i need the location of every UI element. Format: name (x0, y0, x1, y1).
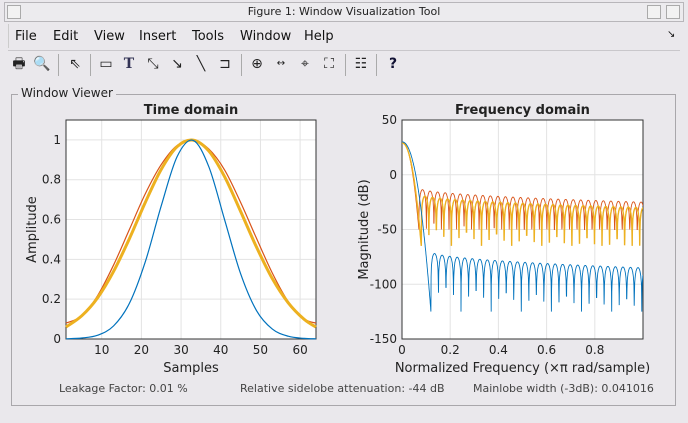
y-tick-label: 50 (382, 113, 397, 127)
y-tick-label: -50 (377, 223, 397, 237)
minimize-button[interactable] (647, 5, 661, 19)
menu-window[interactable]: Window (240, 29, 292, 44)
window-viewer-panel (11, 94, 676, 406)
menu-insert[interactable]: Insert (139, 29, 177, 44)
line-icon[interactable]: ╲ (196, 56, 206, 72)
leakage-factor: Leakage Factor: 0.01 % (59, 382, 188, 395)
x-tick-label: 0.6 (537, 343, 556, 357)
x-axis-label: Normalized Frequency (×π rad/sample) (395, 361, 650, 376)
rectangle-icon[interactable]: ▭ (99, 56, 113, 72)
x-tick-label: 20 (134, 343, 149, 357)
print-preview-icon[interactable]: 🔍 (33, 56, 51, 72)
maximize-button[interactable] (666, 5, 680, 19)
window-title-bar: Figure 1: Window Visualization Tool (4, 2, 684, 22)
menu-file[interactable]: File (15, 29, 37, 44)
y-tick-label: 1 (53, 133, 61, 147)
y-tick-label: 0 (53, 332, 61, 346)
panel-title: Window Viewer (18, 86, 116, 100)
pan-icon[interactable]: ↔ (276, 58, 286, 69)
window-menu-button[interactable] (7, 5, 21, 19)
y-axis-label: Amplitude (25, 196, 40, 263)
y-tick-label: 0 (389, 168, 397, 182)
y-tick-label: 0.2 (42, 292, 61, 306)
dock-arrow-icon[interactable]: ↘ (667, 29, 676, 40)
menu-edit[interactable]: Edit (53, 29, 79, 44)
double-arrow-icon[interactable]: ⤡ (147, 56, 159, 72)
menu-view[interactable]: View (94, 29, 125, 44)
x-tick-label: 10 (94, 343, 109, 357)
chart-title-0: Time domain (144, 103, 238, 118)
data-cursor-icon[interactable]: ⌖ (301, 56, 309, 72)
x-axis-label: Samples (163, 361, 219, 376)
x-tick-label: 0.2 (441, 343, 460, 357)
plot-area (66, 120, 316, 339)
x-tick-label: 0.8 (585, 343, 604, 357)
fit-icon[interactable]: ⛶ (324, 56, 334, 72)
y-tick-label: 0.4 (42, 252, 61, 266)
menu-tools[interactable]: Tools (192, 29, 225, 44)
menu-help[interactable]: Help (304, 29, 334, 44)
x-tick-label: 50 (253, 343, 268, 357)
help-icon[interactable]: ? (388, 56, 398, 72)
y-tick-label: 0.6 (42, 213, 61, 227)
x-tick-label: 0 (398, 343, 406, 357)
freq-series-blue (402, 141, 643, 312)
arrow-icon[interactable]: ↘ (171, 56, 183, 72)
y-tick-label: -150 (370, 332, 397, 346)
menu-bar: File Edit View Insert Tools Window Help … (8, 24, 680, 48)
print-icon[interactable]: 🖶 (12, 56, 26, 72)
sidelobe-attenuation: Relative sidelobe attenuation: -44 dB (240, 382, 445, 395)
toolbar: 🖶 🔍 ⇖ ▭ T ⤡ ↘ ╲ ⊐ ⊕ ↔ ⌖ ⛶ ☷ ? (8, 50, 680, 78)
time-series-blue (65, 139, 317, 340)
y-tick-label: -100 (370, 277, 397, 291)
window-title: Figure 1: Window Visualization Tool (247, 5, 441, 18)
pin-icon[interactable]: ⊐ (219, 56, 231, 72)
x-tick-label: 0.4 (489, 343, 508, 357)
legend-icon[interactable]: ☷ (354, 56, 368, 72)
chart-title-1: Frequency domain (455, 103, 590, 118)
y-tick-label: 0.8 (42, 173, 61, 187)
select-arrow-icon[interactable]: ⇖ (69, 56, 81, 72)
text-icon[interactable]: T (123, 56, 135, 72)
x-tick-label: 30 (173, 343, 188, 357)
x-tick-label: 40 (213, 343, 228, 357)
x-tick-label: 60 (292, 343, 307, 357)
plot-border (65, 119, 317, 340)
freq-series-yellow (402, 142, 643, 246)
plot-border (401, 119, 644, 340)
y-axis-label: Magnitude (dB) (357, 179, 372, 279)
mainlobe-width: Mainlobe width (-3dB): 0.041016 (473, 382, 654, 395)
zoom-in-icon[interactable]: ⊕ (251, 56, 263, 72)
